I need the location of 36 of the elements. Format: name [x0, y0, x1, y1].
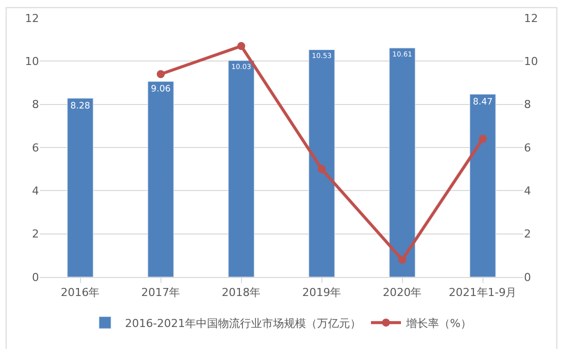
x-tick-label: 2017年	[141, 286, 180, 300]
x-tick-label: 2016年	[60, 286, 100, 300]
y2-tick-label: 4	[524, 184, 531, 198]
x-tick-label: 2021年1-9月	[448, 286, 517, 300]
x-tick-label: 2020年	[382, 286, 422, 300]
legend-label: 2016-2021年中国物流行业市场规模（万亿元）	[125, 316, 361, 330]
data-label: 8.47	[472, 97, 493, 108]
y-tick-label: 10	[25, 55, 39, 68]
y-tick-label: 4	[32, 184, 39, 198]
y-tick-label: 8	[32, 98, 39, 112]
data-label: 8.28	[70, 101, 90, 112]
point	[398, 256, 406, 264]
y2-tick-label: 6	[524, 141, 531, 154]
bar	[228, 60, 254, 277]
y-tick-label: 0	[32, 270, 39, 284]
x-tick-label: 2019年	[302, 286, 342, 300]
y-tick-label: 2	[32, 228, 39, 241]
bar	[148, 81, 174, 277]
bar	[389, 48, 416, 277]
point	[156, 70, 165, 78]
y2-tick-label: 12	[524, 12, 538, 25]
point	[237, 42, 246, 50]
point	[318, 165, 326, 174]
bar	[308, 49, 335, 277]
point	[478, 134, 487, 143]
y2-tick-label: 2	[524, 228, 531, 241]
y2-tick-label: 0	[524, 270, 531, 284]
y-tick-label: 6	[32, 141, 39, 154]
y2-tick-label: 8	[524, 98, 531, 112]
bar	[470, 94, 496, 277]
data-label: 9.06	[150, 84, 171, 95]
bar	[67, 98, 94, 277]
y-tick-label: 12	[25, 12, 39, 25]
x-tick-label: 2018年	[222, 286, 261, 300]
y2-tick-label: 10	[524, 55, 538, 68]
legend-label: 增长率（%）	[404, 316, 472, 330]
